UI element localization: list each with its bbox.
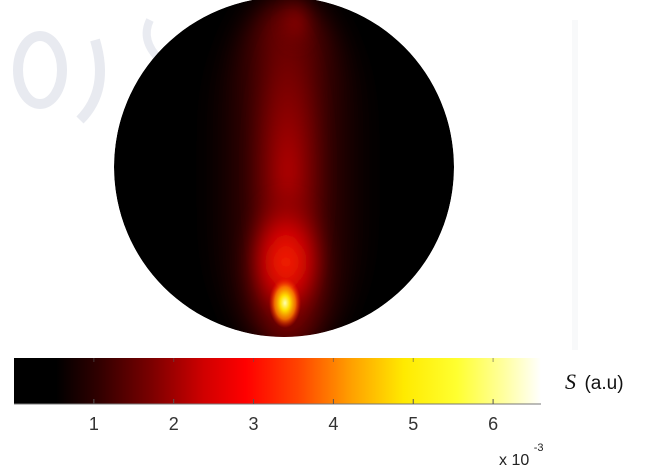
colorbar: 1 2 3 4 5 6 x 10 -3 S (a.u) [14,358,624,469]
colorbar-tick-label-2: 2 [169,414,179,434]
plume-top-tip [282,0,310,52]
lower-glow [240,190,332,334]
colorbar-label-variable: S [565,369,576,394]
colorbar-tick-label-4: 4 [328,414,338,434]
colorbar-tick-labels: 1 2 3 4 5 6 [89,414,498,434]
colorbar-gradient [14,358,541,404]
colorbar-ticks [93,358,494,404]
intensity-field [114,0,454,337]
colorbar-multiplier-exponent: -3 [534,442,544,454]
colorbar-label: S (a.u) [565,369,624,394]
colorbar-tick-label-1: 1 [89,414,99,434]
hotspot [269,278,301,328]
colorbar-tick-label-3: 3 [249,414,259,434]
colorbar-multiplier-base: x 10 [499,452,529,469]
colorbar-multiplier: x 10 -3 [499,442,543,469]
colorbar-tick-label-5: 5 [408,414,418,434]
colorbar-tick-label-6: 6 [488,414,498,434]
colorbar-label-unit: (a.u) [584,373,623,394]
